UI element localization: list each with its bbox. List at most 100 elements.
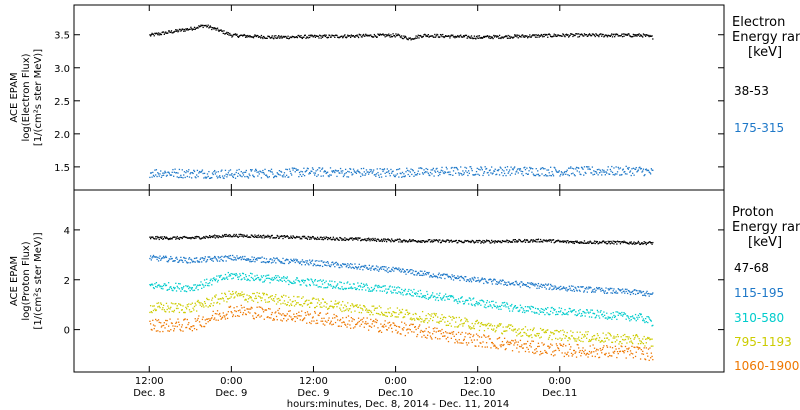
data-point xyxy=(266,37,268,39)
data-point xyxy=(189,262,191,264)
data-point xyxy=(559,343,561,345)
data-point xyxy=(575,338,577,340)
data-point xyxy=(228,255,230,257)
data-point xyxy=(350,267,353,269)
data-point xyxy=(439,292,441,294)
data-point xyxy=(588,241,591,243)
data-point xyxy=(645,34,647,36)
data-point xyxy=(443,172,445,175)
data-point xyxy=(487,282,489,284)
data-point xyxy=(649,242,652,244)
data-point xyxy=(518,328,520,330)
data-point xyxy=(551,344,553,346)
data-point xyxy=(160,236,162,238)
data-point xyxy=(569,241,571,243)
data-point xyxy=(430,337,432,339)
data-point xyxy=(491,300,493,303)
data-point xyxy=(385,33,387,36)
data-point xyxy=(201,170,203,173)
data-point xyxy=(595,33,597,35)
data-point xyxy=(481,169,483,171)
data-point xyxy=(363,238,365,241)
data-point xyxy=(606,34,608,37)
data-point xyxy=(338,301,340,303)
data-point xyxy=(183,311,185,314)
data-point xyxy=(274,277,276,280)
data-point xyxy=(150,311,153,313)
data-point xyxy=(158,321,160,324)
data-point xyxy=(568,35,571,37)
data-point xyxy=(241,175,243,178)
data-point xyxy=(304,34,306,36)
data-point xyxy=(644,242,646,244)
data-point xyxy=(591,355,594,357)
data-point xyxy=(575,33,577,35)
data-point xyxy=(235,259,237,261)
data-point xyxy=(326,171,329,173)
data-point xyxy=(226,33,229,35)
data-point xyxy=(231,315,234,318)
data-point xyxy=(509,283,512,286)
data-point xyxy=(481,299,483,302)
data-point xyxy=(367,268,370,270)
data-point xyxy=(200,238,202,240)
data-point xyxy=(229,257,231,260)
data-point xyxy=(151,32,153,35)
data-point xyxy=(388,239,391,241)
data-point xyxy=(242,313,244,316)
data-point xyxy=(184,290,186,292)
data-point xyxy=(425,327,427,330)
data-point xyxy=(376,269,378,271)
data-point xyxy=(316,322,319,324)
data-point xyxy=(354,326,356,328)
data-point xyxy=(165,311,167,313)
data-point xyxy=(389,285,391,287)
data-point xyxy=(160,303,163,306)
data-point xyxy=(242,234,244,236)
data-point xyxy=(227,311,229,313)
data-point xyxy=(275,175,278,178)
data-point xyxy=(524,36,526,38)
data-point xyxy=(396,173,399,175)
data-point xyxy=(573,34,575,36)
data-point xyxy=(607,288,609,290)
data-point xyxy=(628,290,630,292)
data-point xyxy=(217,171,219,173)
data-point xyxy=(635,320,637,322)
data-point xyxy=(326,236,328,239)
data-point xyxy=(489,324,491,327)
data-point xyxy=(388,170,390,172)
data-point xyxy=(333,35,335,37)
data-point xyxy=(606,318,609,320)
data-point xyxy=(445,35,447,37)
data-point xyxy=(155,318,157,321)
data-point xyxy=(478,279,480,281)
data-point xyxy=(165,236,168,238)
data-point xyxy=(571,33,573,35)
data-point xyxy=(434,336,437,339)
data-point xyxy=(585,353,588,355)
data-point xyxy=(303,303,305,305)
data-point xyxy=(542,168,545,170)
data-point xyxy=(616,311,619,313)
data-point xyxy=(420,240,422,242)
data-point xyxy=(519,331,522,334)
data-point xyxy=(216,301,219,304)
data-point xyxy=(463,338,465,340)
data-point xyxy=(445,296,447,298)
data-point xyxy=(280,279,282,281)
data-point xyxy=(422,296,424,298)
data-point xyxy=(321,168,323,170)
data-point xyxy=(244,175,246,178)
data-point xyxy=(373,269,376,271)
data-point xyxy=(239,311,242,313)
data-point xyxy=(172,236,174,239)
data-point xyxy=(480,299,483,301)
data-point xyxy=(332,323,335,325)
data-point xyxy=(206,278,208,280)
data-point xyxy=(568,343,571,346)
data-point xyxy=(510,36,512,38)
data-point xyxy=(428,326,430,328)
data-point xyxy=(356,287,358,290)
data-point xyxy=(264,261,266,264)
